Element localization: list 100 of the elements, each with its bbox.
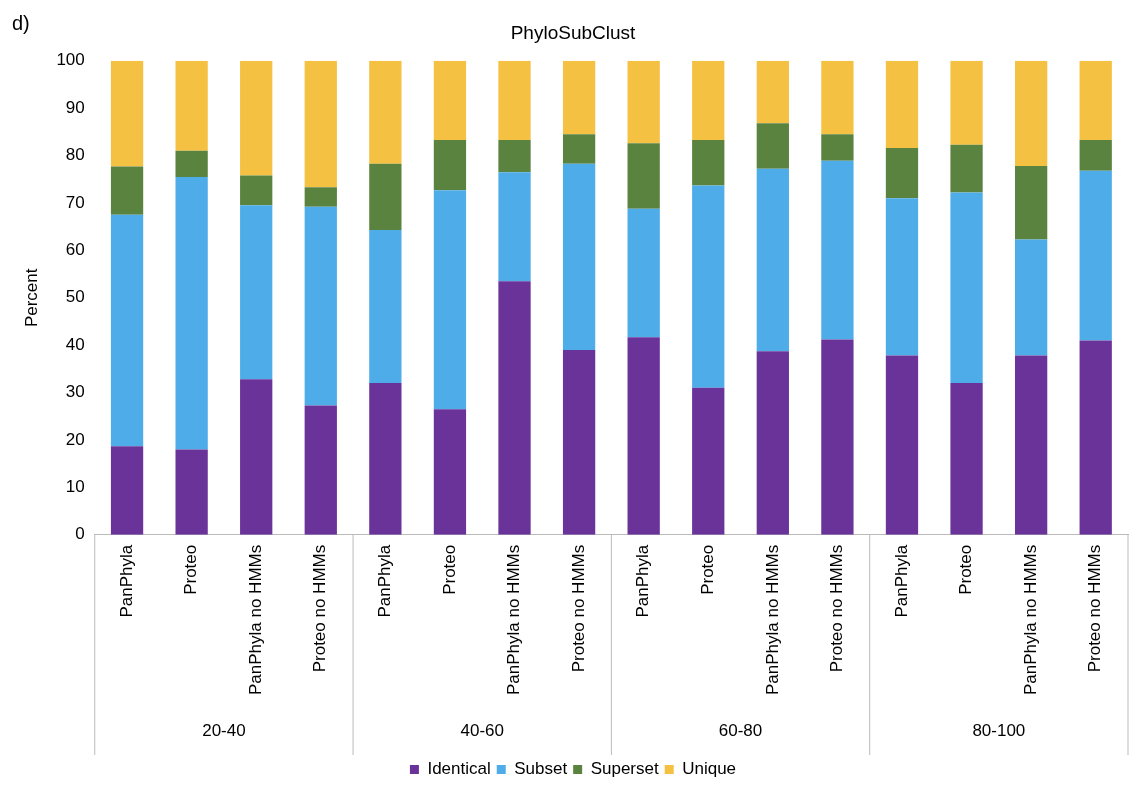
- bar: [369, 60, 402, 164]
- bar: [627, 143, 660, 209]
- chart-title: PhyloSubClust: [510, 21, 637, 43]
- bar: [175, 60, 208, 151]
- y-tick-label: 80: [65, 145, 85, 165]
- bar: [1014, 166, 1048, 240]
- bar: [821, 60, 854, 135]
- bar: [110, 60, 144, 167]
- bar: [627, 60, 660, 144]
- bar: [692, 60, 725, 140]
- x-tick-label: Proteo no HMMs: [1085, 544, 1105, 673]
- bar: [1079, 139, 1112, 171]
- bar: [1014, 239, 1048, 356]
- text: 20-40: [202, 720, 246, 740]
- bar: [692, 387, 725, 535]
- bar: [756, 168, 789, 352]
- bar: [240, 205, 273, 380]
- bar: [885, 198, 919, 356]
- x-tick-label: PanPhyla no HMMs: [762, 544, 782, 696]
- bar: [498, 139, 531, 173]
- bar: [756, 123, 789, 169]
- bar: [756, 351, 789, 535]
- bar: [240, 175, 273, 206]
- y-tick-label: 0: [75, 524, 85, 544]
- y-tick-label: 90: [65, 97, 85, 117]
- text: 60-80: [718, 720, 763, 740]
- x-tick-label: Proteo: [697, 544, 717, 595]
- text: 80-100: [972, 720, 1026, 740]
- bar: [498, 172, 531, 282]
- x-tick-label: Proteo: [439, 544, 459, 595]
- bar: [110, 166, 144, 215]
- bar: [562, 163, 596, 350]
- x-tick-label: PanPhyla no HMMs: [504, 544, 524, 696]
- bar: [369, 230, 402, 384]
- bar: [950, 60, 983, 145]
- bar: [950, 383, 983, 535]
- bar: [1079, 170, 1112, 341]
- y-axis-title: Percent: [21, 268, 41, 328]
- x-tick-label: Proteo no HMMs: [827, 544, 847, 673]
- x-tick-label: PanPhyla: [375, 544, 395, 618]
- y-tick-label: 10: [65, 477, 85, 497]
- y-tick-label: 50: [65, 287, 85, 307]
- x-tick-label: PanPhyla no HMMs: [1020, 544, 1040, 696]
- bar: [175, 176, 208, 450]
- bar: [821, 134, 854, 161]
- bar: [627, 337, 660, 535]
- bar: [304, 405, 337, 535]
- legend-label: Superset: [590, 759, 659, 779]
- y-tick-label: 40: [65, 334, 85, 354]
- bar: [1014, 60, 1048, 167]
- y-tick-label: 100: [56, 50, 85, 70]
- bar: [498, 60, 531, 140]
- x-tick-label: Proteo no HMMs: [568, 544, 588, 673]
- bar: [304, 60, 337, 188]
- bar: [369, 163, 402, 231]
- bar: [433, 190, 467, 410]
- legend-label: Unique: [682, 759, 737, 779]
- bar: [1079, 60, 1112, 140]
- legend-label: Subset: [514, 759, 568, 779]
- bar: [885, 148, 919, 199]
- bar: [433, 409, 467, 535]
- bar: [885, 60, 919, 149]
- bar: [433, 139, 467, 191]
- y-tick-label: 70: [65, 192, 85, 212]
- y-tick-label: 30: [65, 382, 85, 402]
- bar: [240, 60, 273, 176]
- bar: [110, 446, 144, 535]
- bar: [175, 449, 208, 535]
- y-tick-label: 20: [65, 429, 85, 449]
- x-tick-label: PanPhyla: [891, 544, 911, 618]
- bar: [692, 139, 725, 186]
- bar: [304, 187, 337, 207]
- bar: [110, 214, 144, 447]
- legend-label: Identical: [427, 759, 491, 779]
- bar: [821, 160, 854, 340]
- bar: [175, 150, 208, 177]
- bar: [950, 144, 983, 193]
- y-tick-label: 60: [65, 240, 85, 260]
- x-tick-label: PanPhyla: [116, 544, 136, 618]
- bar: [562, 134, 596, 164]
- bar: [1014, 355, 1048, 535]
- bar: [1079, 340, 1112, 535]
- bar: [562, 349, 596, 535]
- bar: [885, 355, 919, 535]
- x-tick-label: Proteo no HMMs: [310, 544, 330, 673]
- x-tick-label: PanPhyla no HMMs: [245, 544, 265, 696]
- bar: [950, 192, 983, 384]
- text: 40-60: [460, 720, 504, 740]
- bar: [240, 379, 273, 535]
- bar: [821, 339, 854, 535]
- bar: [562, 60, 596, 135]
- bar: [498, 281, 531, 535]
- bar: [756, 60, 789, 124]
- bar: [433, 60, 467, 140]
- bar: [627, 208, 660, 338]
- bar: [369, 383, 402, 535]
- text: d): [12, 11, 30, 34]
- x-tick-label: Proteo: [181, 544, 201, 595]
- bar: [692, 185, 725, 388]
- x-tick-label: Proteo: [956, 544, 976, 595]
